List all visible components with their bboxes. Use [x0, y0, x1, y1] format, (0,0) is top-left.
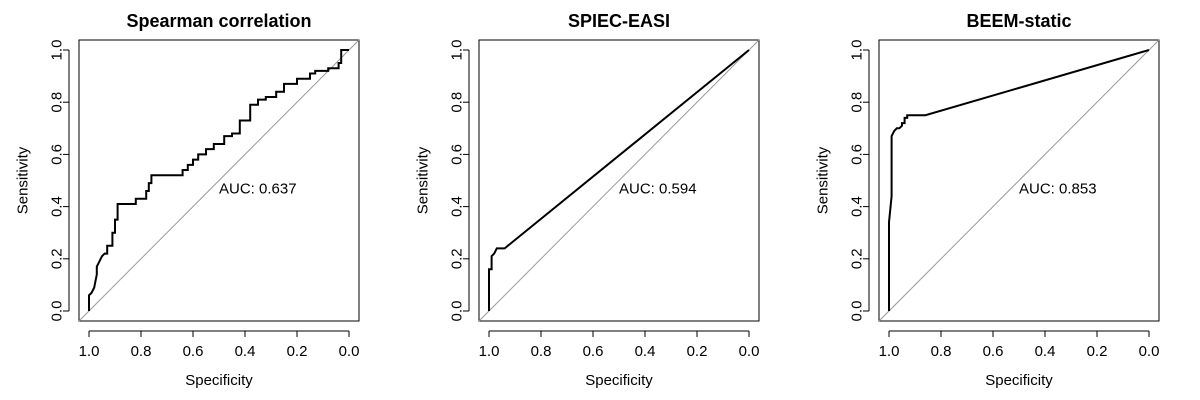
x-tick-label: 1.0: [879, 343, 900, 360]
x-tick-label: 0.2: [687, 343, 708, 360]
roc-curve: [88, 49, 349, 311]
x-tick-label: 0.2: [287, 343, 308, 360]
x-tick-label: 1.0: [479, 343, 500, 360]
x-tick-label: 0.8: [931, 343, 952, 360]
plot-frame: [478, 39, 760, 322]
chance-diagonal-line: [78, 39, 360, 322]
roc-panel-1: Spearman correlation 1.0 0.8 0.6 0.4 0.2 0.0 Sp…: [15, 11, 360, 389]
roc-curve: [488, 49, 750, 311]
x-tick-label: 0.8: [531, 343, 552, 360]
x-tick-label: 0.6: [983, 343, 1004, 360]
y-tick-label: 0.0: [49, 301, 66, 322]
y-tick-label: 0.8: [849, 92, 866, 113]
chance-diagonal-line: [478, 39, 760, 322]
y-axis-label: Sensitivity: [815, 146, 832, 214]
y-tick-label: 0.6: [449, 144, 466, 165]
x-tick-label: 0.0: [1139, 343, 1160, 360]
chart-title: SPIEC-EASI: [568, 11, 670, 31]
x-tick-label: 0.0: [339, 343, 360, 360]
y-tick-label: 0.6: [49, 144, 66, 165]
y-tick-label: 0.8: [49, 92, 66, 113]
x-axis-label: Specificity: [985, 372, 1053, 389]
plot-frame: [878, 39, 1160, 322]
auc-label: AUC: 0.853: [1019, 180, 1097, 197]
y-axis-label: Sensitivity: [415, 146, 432, 214]
x-axis-label: Specificity: [185, 372, 253, 389]
chance-diagonal-line: [878, 39, 1160, 322]
x-axis-label: Specificity: [585, 372, 653, 389]
chart-title: Spearman correlation: [126, 11, 311, 31]
y-tick-label: 0.8: [449, 92, 466, 113]
y-tick-label: 1.0: [49, 40, 66, 61]
x-tick-label: 1.0: [79, 343, 100, 360]
x-tick-label: 0.0: [739, 343, 760, 360]
plot-frame: [78, 39, 360, 322]
x-tick-label: 0.2: [1087, 343, 1108, 360]
y-tick-label: 0.0: [449, 301, 466, 322]
y-tick-label: 0.0: [849, 301, 866, 322]
y-axis-label: Sensitivity: [15, 146, 32, 214]
roc-curve: [888, 49, 1150, 311]
x-tick-label: 0.6: [183, 343, 204, 360]
y-tick-label: 0.2: [49, 248, 66, 269]
roc-panel-3: BEEM-static 1.0 0.8 0.6 0.4 0.2 0.0 Specificity…: [815, 11, 1160, 389]
x-tick-label: 0.4: [635, 343, 656, 360]
x-tick-label: 0.4: [1035, 343, 1056, 360]
y-tick-label: 1.0: [849, 40, 866, 61]
y-tick-label: 0.6: [849, 144, 866, 165]
y-tick-label: 0.2: [449, 248, 466, 269]
roc-panel-2: SPIEC-EASI 1.0 0.8 0.6 0.4 0.2 0.0 Specificity 0…: [415, 11, 760, 389]
x-tick-label: 0.6: [583, 343, 604, 360]
auc-label: AUC: 0.594: [619, 180, 697, 197]
y-tick-label: 0.2: [849, 248, 866, 269]
y-tick-label: 1.0: [449, 40, 466, 61]
x-tick-label: 0.8: [131, 343, 152, 360]
y-tick-label: 0.4: [49, 196, 66, 217]
auc-label: AUC: 0.637: [219, 180, 297, 197]
y-tick-label: 0.4: [849, 196, 866, 217]
x-tick-label: 0.4: [235, 343, 256, 360]
chart-title: BEEM-static: [966, 11, 1071, 31]
y-tick-label: 0.4: [449, 196, 466, 217]
